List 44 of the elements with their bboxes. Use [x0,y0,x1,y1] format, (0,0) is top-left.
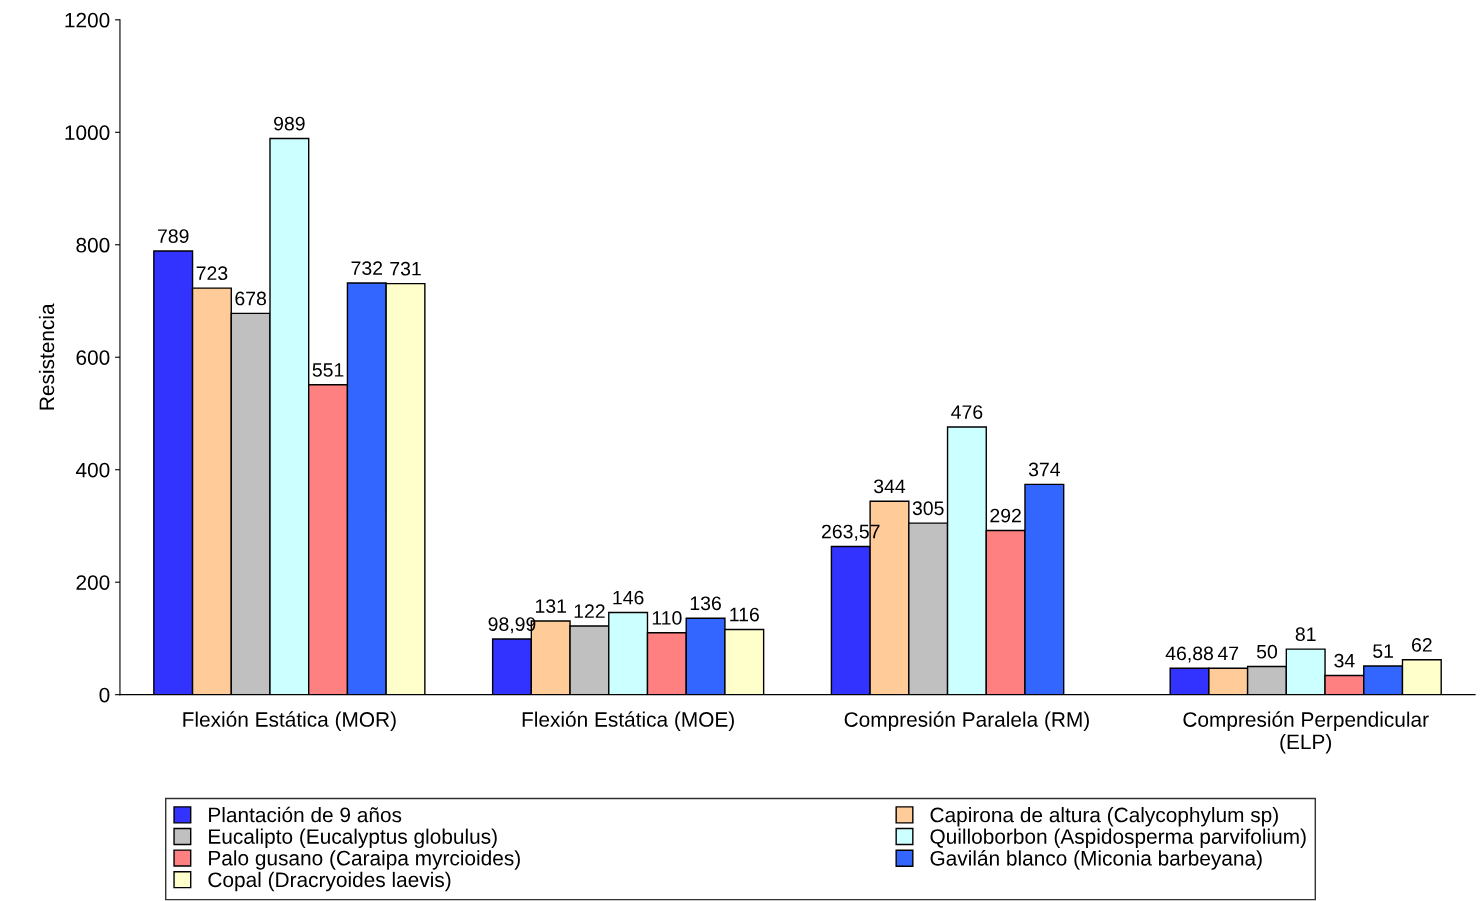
data-label: 62 [1412,638,1432,652]
data-label: 476 [951,405,983,419]
data-label: 136 [690,596,721,611]
y-tick-label: 1000 [65,125,110,141]
legend-label: Plantación de 9 años [209,806,402,823]
y-axis-title: Resistencia [38,303,55,410]
data-label: 116 [730,607,759,622]
data-label: 146 [613,590,644,605]
data-label: 122 [574,604,605,618]
legend-label: Eucalipto (Eucalyptus globulus) [209,828,497,849]
y-tick-label: 800 [76,237,110,253]
data-label: 47 [1217,646,1239,661]
x-tick-label: Flexión Estática (MOR) [183,711,396,731]
y-tick-label: 1200 [65,12,110,28]
data-label: 731 [390,261,421,276]
data-label: 305 [912,501,944,516]
data-label: 292 [990,508,1021,523]
data-label: 678 [235,291,267,306]
data-label: 732 [351,261,383,275]
data-label: 51 [1373,644,1393,658]
data-label: 50 [1256,644,1278,659]
data-label: 723 [196,266,228,281]
y-tick-label: 0 [99,687,110,703]
legend-label: Quilloborbon (Aspidosperma parvifolium) [930,828,1306,849]
data-label: 46,88 [1165,646,1214,663]
data-label: 34 [1334,653,1355,668]
y-tick-label: 400 [75,462,110,478]
data-label: 81 [1295,627,1316,642]
y-tick-label: 200 [76,575,110,590]
data-label: 344 [873,479,906,494]
data-label: 989 [274,116,305,131]
legend-label: Palo gusano (Caraipa myrcioides) [209,850,520,870]
x-tick-label: Flexión Estática (MOE) [522,711,734,731]
legend-label: Capirona de altura (Calycophylum sp) [930,807,1278,827]
data-label: 551 [312,363,344,377]
data-label: 789 [157,229,189,243]
x-tick-label: Compresión Paralela (RM) [844,711,1089,731]
legend-label: Copal (Dracryoides laevis) [208,871,451,892]
data-label: 131 [535,599,566,613]
y-tick-label: 600 [76,350,110,365]
data-label: 374 [1028,462,1060,477]
legend-label: Gavilán blanco (Miconia barbeyana) [930,850,1262,870]
data-label: 110 [652,611,682,625]
x-tick-label: Compresión Perpendicular (ELP) [1183,711,1429,754]
